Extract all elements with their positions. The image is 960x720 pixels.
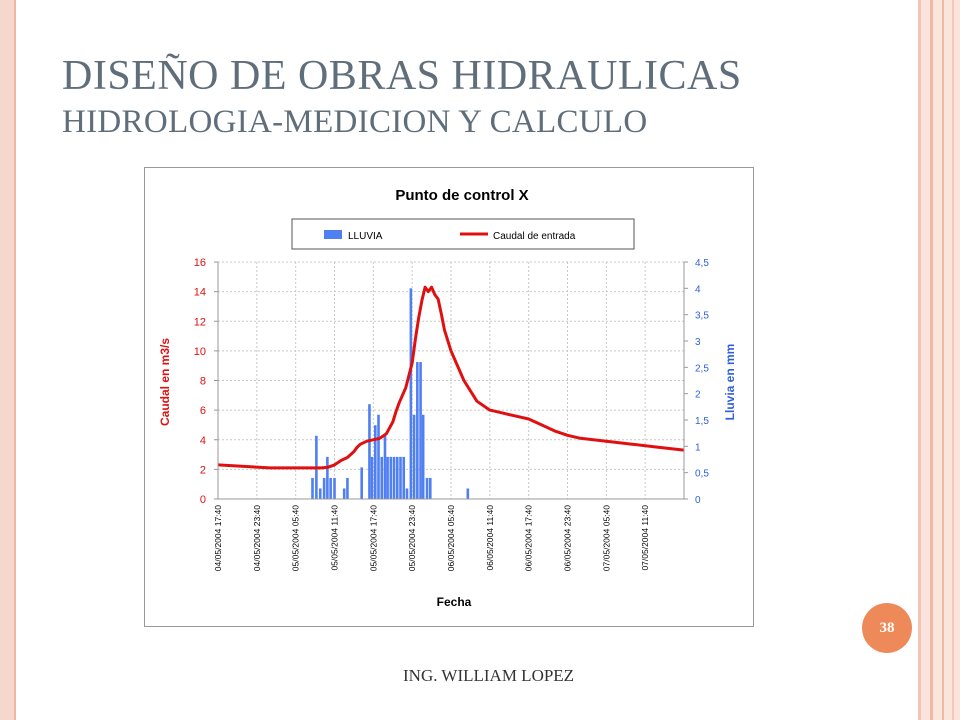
y-axis-left-label: Caudal en m3/s — [158, 338, 172, 426]
x-tick-label: 05/05/2004 23:40 — [407, 505, 417, 571]
x-tick-label: 06/05/2004 23:40 — [563, 505, 573, 571]
y-right-tick-label: 3,5 — [695, 311, 709, 322]
rain-bar — [395, 456, 399, 499]
chart-legend: LLUVIA Caudal de entrada — [291, 218, 635, 250]
y-left-tick-label: 10 — [194, 346, 206, 358]
rain-bar — [399, 456, 402, 499]
y-left-tick-label: 4 — [200, 435, 206, 447]
y-axis-right-label: Lluvia en mm — [723, 344, 737, 421]
y-right-tick-label: 0 — [695, 495, 701, 506]
rain-bar — [405, 488, 409, 499]
page-number-badge: 38 — [862, 603, 912, 653]
slide-title: DISEÑO DE OBRAS HIDRAULICAS — [62, 53, 742, 99]
rain-bar — [412, 414, 416, 499]
rain-bar — [380, 456, 384, 499]
slide-right-border-panel — [921, 0, 960, 720]
rain-bar — [322, 477, 326, 499]
legend-label-lluvia: LLUVIA — [348, 231, 383, 242]
slide-subtitle: HIDROLOGIA-MEDICION Y CALCULO — [62, 104, 648, 140]
x-tick-label: 07/05/2004 05:40 — [601, 505, 611, 571]
slide-right-stripe — [942, 0, 944, 720]
x-tick-label: 05/05/2004 11:40 — [330, 505, 340, 571]
rain-bar — [466, 488, 470, 499]
slide-left-border-line — [14, 0, 16, 720]
y-right-tick-label: 0,5 — [695, 469, 709, 480]
y-left-tick-label: 16 — [194, 257, 206, 269]
y-right-tick-label: 2 — [695, 390, 701, 401]
rain-bar — [326, 456, 329, 499]
y-left-tick-label: 14 — [194, 287, 206, 299]
x-tick-label: 04/05/2004 17:40 — [213, 505, 223, 571]
y-left-tick-label: 2 — [200, 464, 206, 476]
slide-right-stripe — [930, 0, 933, 720]
y-left-tick-label: 8 — [200, 376, 206, 388]
x-tick-label: 04/05/2004 23:40 — [252, 505, 262, 571]
chart-container: Punto de control X LLUVIA Caudal de entr… — [144, 167, 754, 627]
y-right-tick-label: 3 — [695, 337, 701, 348]
rain-bar — [419, 362, 422, 499]
y-left-tick-label: 12 — [194, 316, 206, 328]
rain-bar — [373, 425, 377, 499]
y-right-tick-label: 1 — [695, 442, 701, 453]
rain-bar — [346, 477, 349, 499]
y-right-tick-label: 1,5 — [695, 416, 709, 427]
rain-bar — [368, 404, 371, 499]
rain-bar — [329, 477, 332, 499]
rain-bar — [428, 477, 432, 499]
chart-svg: Punto de control X LLUVIA Caudal de entr… — [144, 167, 754, 627]
rain-bar — [333, 477, 336, 499]
slide-footer: ING. WILLIAM LOPEZ — [403, 666, 575, 685]
x-tick-label: 06/05/2004 11:40 — [485, 505, 495, 571]
chart-title: Punto de control X — [395, 187, 528, 204]
x-tick-label: 06/05/2004 17:40 — [524, 505, 534, 571]
rain-bar — [409, 288, 413, 499]
rain-bar — [425, 477, 429, 499]
y-left-tick-label: 6 — [200, 405, 206, 417]
rain-bar — [370, 456, 374, 499]
rain-bar — [416, 362, 419, 499]
rain-bar — [389, 456, 393, 499]
x-tick-label: 05/05/2004 05:40 — [291, 505, 301, 571]
x-tick-label: 05/05/2004 17:40 — [368, 505, 378, 571]
y-right-tick-label: 4,5 — [695, 258, 709, 269]
x-tick-label: 06/05/2004 05:40 — [446, 505, 456, 571]
y-right-tick-label: 2,5 — [695, 363, 709, 374]
legend-label-caudal: Caudal de entrada — [493, 231, 576, 242]
rain-bar — [318, 488, 322, 499]
slide-right-border — [918, 0, 921, 720]
slide-right-stripe — [952, 0, 954, 720]
rain-bar — [402, 456, 406, 499]
rain-bar — [421, 414, 425, 499]
y-left-tick-label: 0 — [200, 494, 206, 506]
rain-bar — [360, 467, 363, 499]
rain-bar — [311, 477, 314, 499]
y-right-tick-label: 4 — [695, 284, 701, 295]
slide-left-border — [0, 0, 14, 720]
rain-bar — [386, 456, 389, 499]
rain-bar — [377, 414, 380, 499]
x-axis-label: Fecha — [437, 595, 472, 609]
rain-bar — [392, 456, 396, 499]
legend-swatch-lluvia — [324, 230, 342, 239]
x-tick-label: 07/05/2004 11:40 — [640, 505, 650, 571]
caudal-line — [217, 285, 685, 470]
rain-bar — [383, 435, 387, 499]
rain-bar — [342, 488, 346, 499]
